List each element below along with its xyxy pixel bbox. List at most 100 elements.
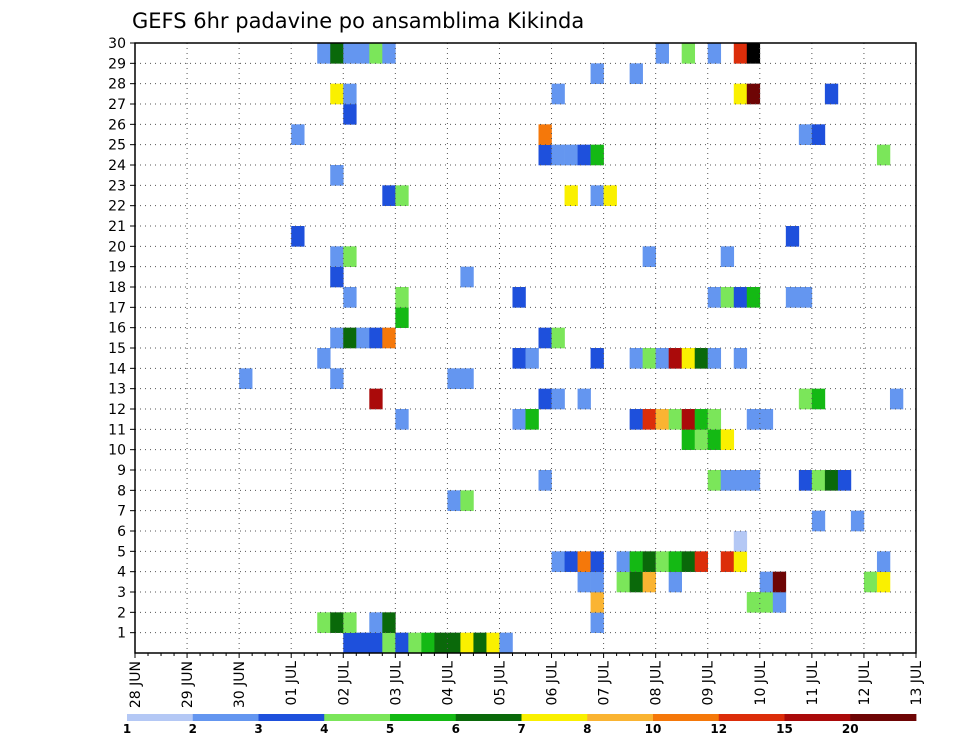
precip-cell xyxy=(577,144,591,166)
precip-cell xyxy=(655,43,669,64)
precip-cell xyxy=(681,551,696,572)
precip-cell xyxy=(694,409,709,430)
precip-cell xyxy=(551,327,565,349)
precip-cell xyxy=(356,327,370,349)
precip-cell xyxy=(603,185,617,206)
precip-cell xyxy=(551,388,565,410)
precip-cell xyxy=(330,83,344,105)
legend-swatch xyxy=(455,714,522,721)
y-tick-label: 22 xyxy=(108,199,126,215)
y-tick-label: 2 xyxy=(117,605,126,621)
y-tick-label: 1 xyxy=(117,626,126,642)
precip-cell xyxy=(733,531,748,552)
precip-cell xyxy=(746,592,761,613)
precip-cell xyxy=(616,571,630,593)
precip-cell xyxy=(889,388,904,410)
precip-cell xyxy=(707,409,722,430)
precip-cell xyxy=(395,307,409,328)
precip-cell xyxy=(343,612,357,633)
precip-cell xyxy=(772,592,787,613)
y-tick-label: 4 xyxy=(117,565,126,581)
precip-cell xyxy=(876,551,891,572)
x-tick-label: 13 JUL xyxy=(909,661,925,706)
precip-cell xyxy=(512,348,526,369)
legend-swatch xyxy=(850,714,917,721)
precip-cell xyxy=(759,571,774,593)
precip-cell xyxy=(681,409,696,430)
precip-cell xyxy=(382,632,396,654)
y-tick-label: 27 xyxy=(108,97,126,113)
precip-cell xyxy=(369,43,383,64)
precip-cell xyxy=(759,409,774,430)
precip-cell xyxy=(720,551,735,572)
precip-cell xyxy=(811,510,826,532)
y-tick-label: 9 xyxy=(117,463,126,479)
legend-swatch xyxy=(390,714,457,721)
precip-cell xyxy=(642,409,656,430)
precip-cell xyxy=(330,246,344,267)
precip-cell xyxy=(785,287,800,308)
legend-label: 2 xyxy=(189,722,197,736)
precip-cell xyxy=(525,348,539,369)
precip-cell xyxy=(460,266,474,288)
y-tick-label: 19 xyxy=(108,260,126,276)
y-tick-label: 24 xyxy=(108,158,126,174)
precip-cell xyxy=(681,43,696,64)
x-tick-label: 09 JUL xyxy=(701,661,717,706)
precip-cell xyxy=(655,551,669,572)
precip-cell xyxy=(746,470,761,491)
legend-swatch xyxy=(653,714,720,721)
precip-cell xyxy=(772,571,787,593)
x-tick-label: 08 JUL xyxy=(649,661,665,706)
precip-cell xyxy=(395,287,409,308)
legend-swatch xyxy=(784,714,851,721)
precip-cell xyxy=(577,388,591,410)
precip-cell xyxy=(720,470,735,491)
precip-cell xyxy=(733,43,748,64)
precip-cell xyxy=(577,551,591,572)
precip-cell xyxy=(525,409,539,430)
precip-cell xyxy=(798,124,813,145)
legend-label: 1 xyxy=(123,722,131,736)
precip-cell xyxy=(746,409,761,430)
precip-cell xyxy=(590,185,604,206)
precip-cell xyxy=(590,144,604,166)
precip-cell xyxy=(798,287,813,308)
precip-cell xyxy=(538,144,552,166)
precip-cell xyxy=(590,592,604,613)
precip-cell xyxy=(863,571,878,593)
x-tick-label: 07 JUL xyxy=(597,661,613,706)
precip-cell xyxy=(330,266,344,288)
x-axis: 28 JUN 29 JUN 30 JUN 01 JUL 02 JUL 03 JUL 04 J… xyxy=(128,653,925,708)
precip-cell xyxy=(330,165,344,186)
x-tick-label: 30 JUN xyxy=(232,661,248,708)
precip-cell xyxy=(629,63,643,84)
x-tick-label: 02 JUL xyxy=(336,661,352,706)
legend-label: 3 xyxy=(254,722,262,736)
precip-cell xyxy=(759,592,774,613)
grid-layer xyxy=(135,43,916,653)
x-tick-label: 11 JUL xyxy=(805,661,821,706)
precip-cell xyxy=(590,551,604,572)
x-tick-label: 03 JUL xyxy=(388,661,404,706)
precip-cell xyxy=(642,571,656,593)
y-tick-label: 26 xyxy=(108,117,126,133)
precip-cell xyxy=(343,327,357,349)
precip-cell xyxy=(642,246,656,267)
precip-cell xyxy=(694,348,709,369)
precip-cell xyxy=(798,470,813,491)
x-tick-label: 01 JUL xyxy=(284,661,300,706)
precip-cell xyxy=(720,287,735,308)
precip-cell xyxy=(512,287,526,308)
y-tick-label: 10 xyxy=(108,443,126,459)
legend-swatch xyxy=(127,714,194,721)
legend-swatch xyxy=(718,714,785,721)
precip-cell xyxy=(460,632,474,654)
precip-cell xyxy=(447,632,461,654)
precip-cell xyxy=(460,490,474,511)
precip-cell xyxy=(382,43,396,64)
precip-cell xyxy=(447,490,461,511)
x-tick-label: 06 JUL xyxy=(545,661,561,706)
y-tick-label: 21 xyxy=(108,219,126,235)
